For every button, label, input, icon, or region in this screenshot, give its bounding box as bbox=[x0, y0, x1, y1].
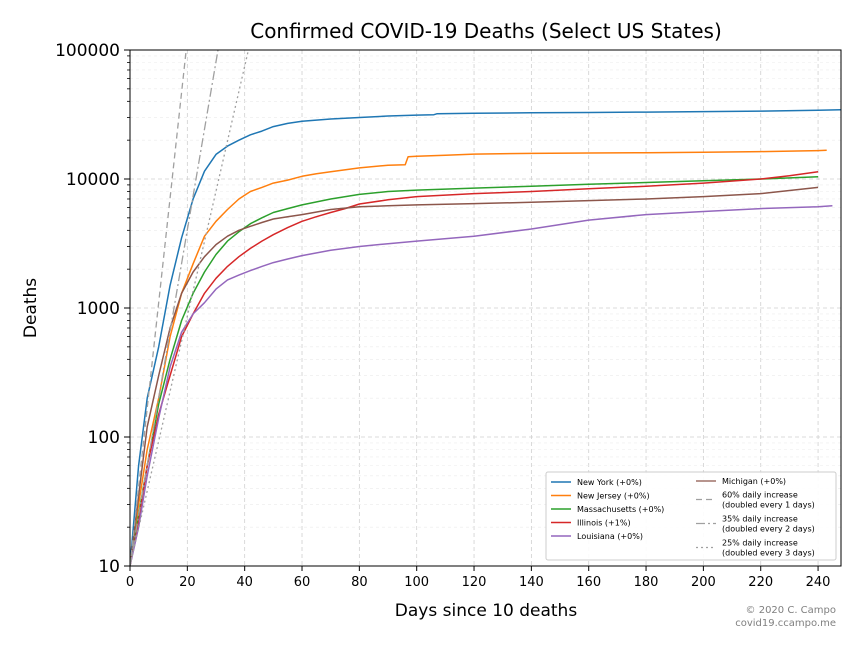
y-tick-label: 100000 bbox=[55, 41, 120, 61]
x-tick-label: 180 bbox=[634, 575, 659, 590]
x-tick-label: 140 bbox=[519, 575, 544, 590]
y-axis-label: Deaths bbox=[21, 278, 41, 338]
x-tick-label: 120 bbox=[462, 575, 487, 590]
legend-entry: 60% daily increase (doubled every 1 days) bbox=[722, 491, 815, 510]
x-tick-label: 80 bbox=[351, 575, 368, 590]
series-line-5 bbox=[130, 205, 833, 566]
legend-entry: New York (+0%) bbox=[577, 478, 642, 487]
credit-line-2: covid19.ccampo.me bbox=[735, 618, 836, 629]
grid-lines bbox=[129, 49, 841, 567]
legend-entry: 25% daily increase (doubled every 3 days) bbox=[722, 539, 815, 558]
axes: 0 20 40 60 80 100 120 140 160 180 200 220 240 10 100 10… bbox=[55, 41, 830, 590]
series-line-3 bbox=[130, 176, 819, 566]
legend-box bbox=[545, 471, 837, 561]
legend-entry: New Jersey (+0%) bbox=[577, 492, 650, 501]
series-line-7 bbox=[130, 50, 187, 566]
legend-entry: Michigan (+0%) bbox=[722, 477, 786, 486]
legend: New York (+0%) New Jersey (+0%) Massachuse… bbox=[545, 471, 837, 561]
legend-entry: Louisiana (+0%) bbox=[577, 532, 643, 541]
legend-entry: Illinois (+1%) bbox=[577, 519, 631, 528]
legend-entry: Massachusetts (+0%) bbox=[577, 505, 664, 514]
x-tick-label: 220 bbox=[748, 575, 773, 590]
series-lines bbox=[130, 50, 841, 566]
x-tick-label: 60 bbox=[294, 575, 311, 590]
x-tick-label: 200 bbox=[691, 575, 716, 590]
x-tick-label: 0 bbox=[126, 575, 134, 590]
y-tick-label: 10 bbox=[98, 557, 120, 577]
series-line-6 bbox=[130, 186, 819, 566]
chart-title: Confirmed COVID-19 Deaths (Select US Sta… bbox=[250, 19, 722, 43]
series-line-4 bbox=[130, 170, 819, 566]
x-axis-label: Days since 10 deaths bbox=[395, 601, 578, 621]
series-line-9 bbox=[130, 50, 250, 566]
series-line-1 bbox=[130, 109, 841, 566]
y-tick-label: 100 bbox=[88, 428, 120, 448]
x-tick-label: 40 bbox=[236, 575, 253, 590]
legend-entry: 35% daily increase (doubled every 2 days) bbox=[722, 515, 815, 534]
y-tick-label: 1000 bbox=[77, 299, 120, 319]
y-tick-label: 10000 bbox=[66, 170, 120, 190]
x-tick-label: 240 bbox=[806, 575, 831, 590]
x-tick-label: 160 bbox=[576, 575, 601, 590]
credit-line-1: © 2020 C. Campo bbox=[745, 605, 836, 616]
series-line-8 bbox=[130, 50, 219, 566]
x-tick-label: 100 bbox=[404, 575, 429, 590]
x-tick-label: 20 bbox=[179, 575, 196, 590]
